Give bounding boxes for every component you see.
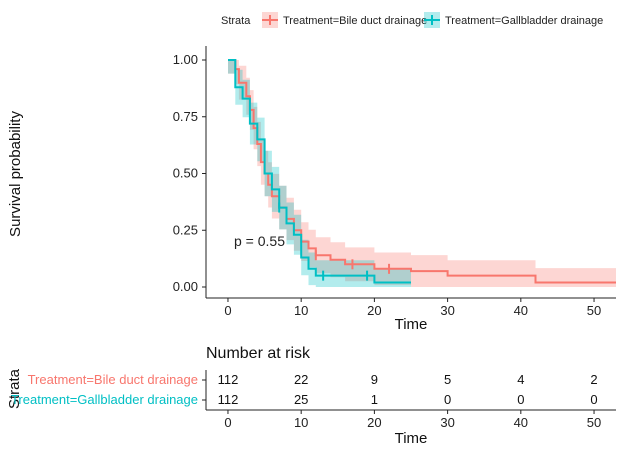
risk-x-tick-label: 20 — [367, 415, 381, 430]
risk-count-0-5: 2 — [590, 372, 597, 387]
y-tick-label: 0.75 — [173, 109, 198, 124]
y-tick-label: 0.00 — [173, 279, 198, 294]
confidence-band-0 — [228, 60, 616, 287]
risk-count-1-5: 0 — [590, 392, 597, 407]
legend-label-1: Treatment=Gallbladder drainage — [445, 15, 603, 27]
x-tick-label: 40 — [514, 303, 528, 318]
risk-x-tick-label: 40 — [514, 415, 528, 430]
risk-x-tick-label: 30 — [440, 415, 454, 430]
x-tick-label: 10 — [294, 303, 308, 318]
x-tick-label: 50 — [587, 303, 601, 318]
y-tick-label: 0.50 — [173, 166, 198, 181]
risk-x-tick-label: 10 — [294, 415, 308, 430]
risk-count-1-0: 112 — [218, 392, 239, 407]
plot-area: 0.00 0.25 0.50 0.75 1.00 0 10 20 30 40 50 p = 0.5… — [7, 46, 616, 333]
risk-strata-label: Strata — [6, 368, 23, 409]
legend: Strata Treatment=Bile duct drainage Treat… — [221, 12, 603, 28]
risk-count-1-1: 25 — [294, 392, 308, 407]
x-axis-title: Time — [395, 316, 428, 333]
risk-count-0-4: 4 — [517, 372, 524, 387]
risk-row-label-0: Treatment=Bile duct drainage — [28, 372, 198, 387]
risk-count-0-1: 22 — [294, 372, 308, 387]
risk-x-tick-label: 0 — [224, 415, 231, 430]
p-value-label: p = 0.55 — [234, 233, 285, 249]
risk-count-0-0: 112 — [218, 372, 239, 387]
risk-count-1-4: 0 — [517, 392, 524, 407]
risk-table: Number at risk Strata Treatment=Bile duc… — [6, 345, 616, 447]
x-tick-label: 0 — [224, 303, 231, 318]
risk-row-label-1: Treatment=Gallbladder drainage — [11, 392, 198, 407]
survival-curve-0 — [228, 59, 616, 284]
y-axis-title: Survival probability — [7, 111, 24, 237]
x-tick-label: 20 — [367, 303, 381, 318]
y-tick-label: 0.25 — [173, 222, 198, 237]
legend-label-0: Treatment=Bile duct drainage — [283, 15, 427, 27]
legend-title: Strata — [221, 15, 251, 27]
risk-count-0-3: 5 — [444, 372, 451, 387]
risk-x-axis-title: Time — [395, 430, 428, 447]
risk-count-1-3: 0 — [444, 392, 451, 407]
risk-count-1-2: 1 — [371, 392, 378, 407]
x-tick-label: 30 — [440, 303, 454, 318]
y-tick-label: 1.00 — [173, 52, 198, 67]
risk-count-0-2: 9 — [371, 372, 378, 387]
risk-x-tick-label: 50 — [587, 415, 601, 430]
risk-table-title: Number at risk — [206, 345, 311, 362]
